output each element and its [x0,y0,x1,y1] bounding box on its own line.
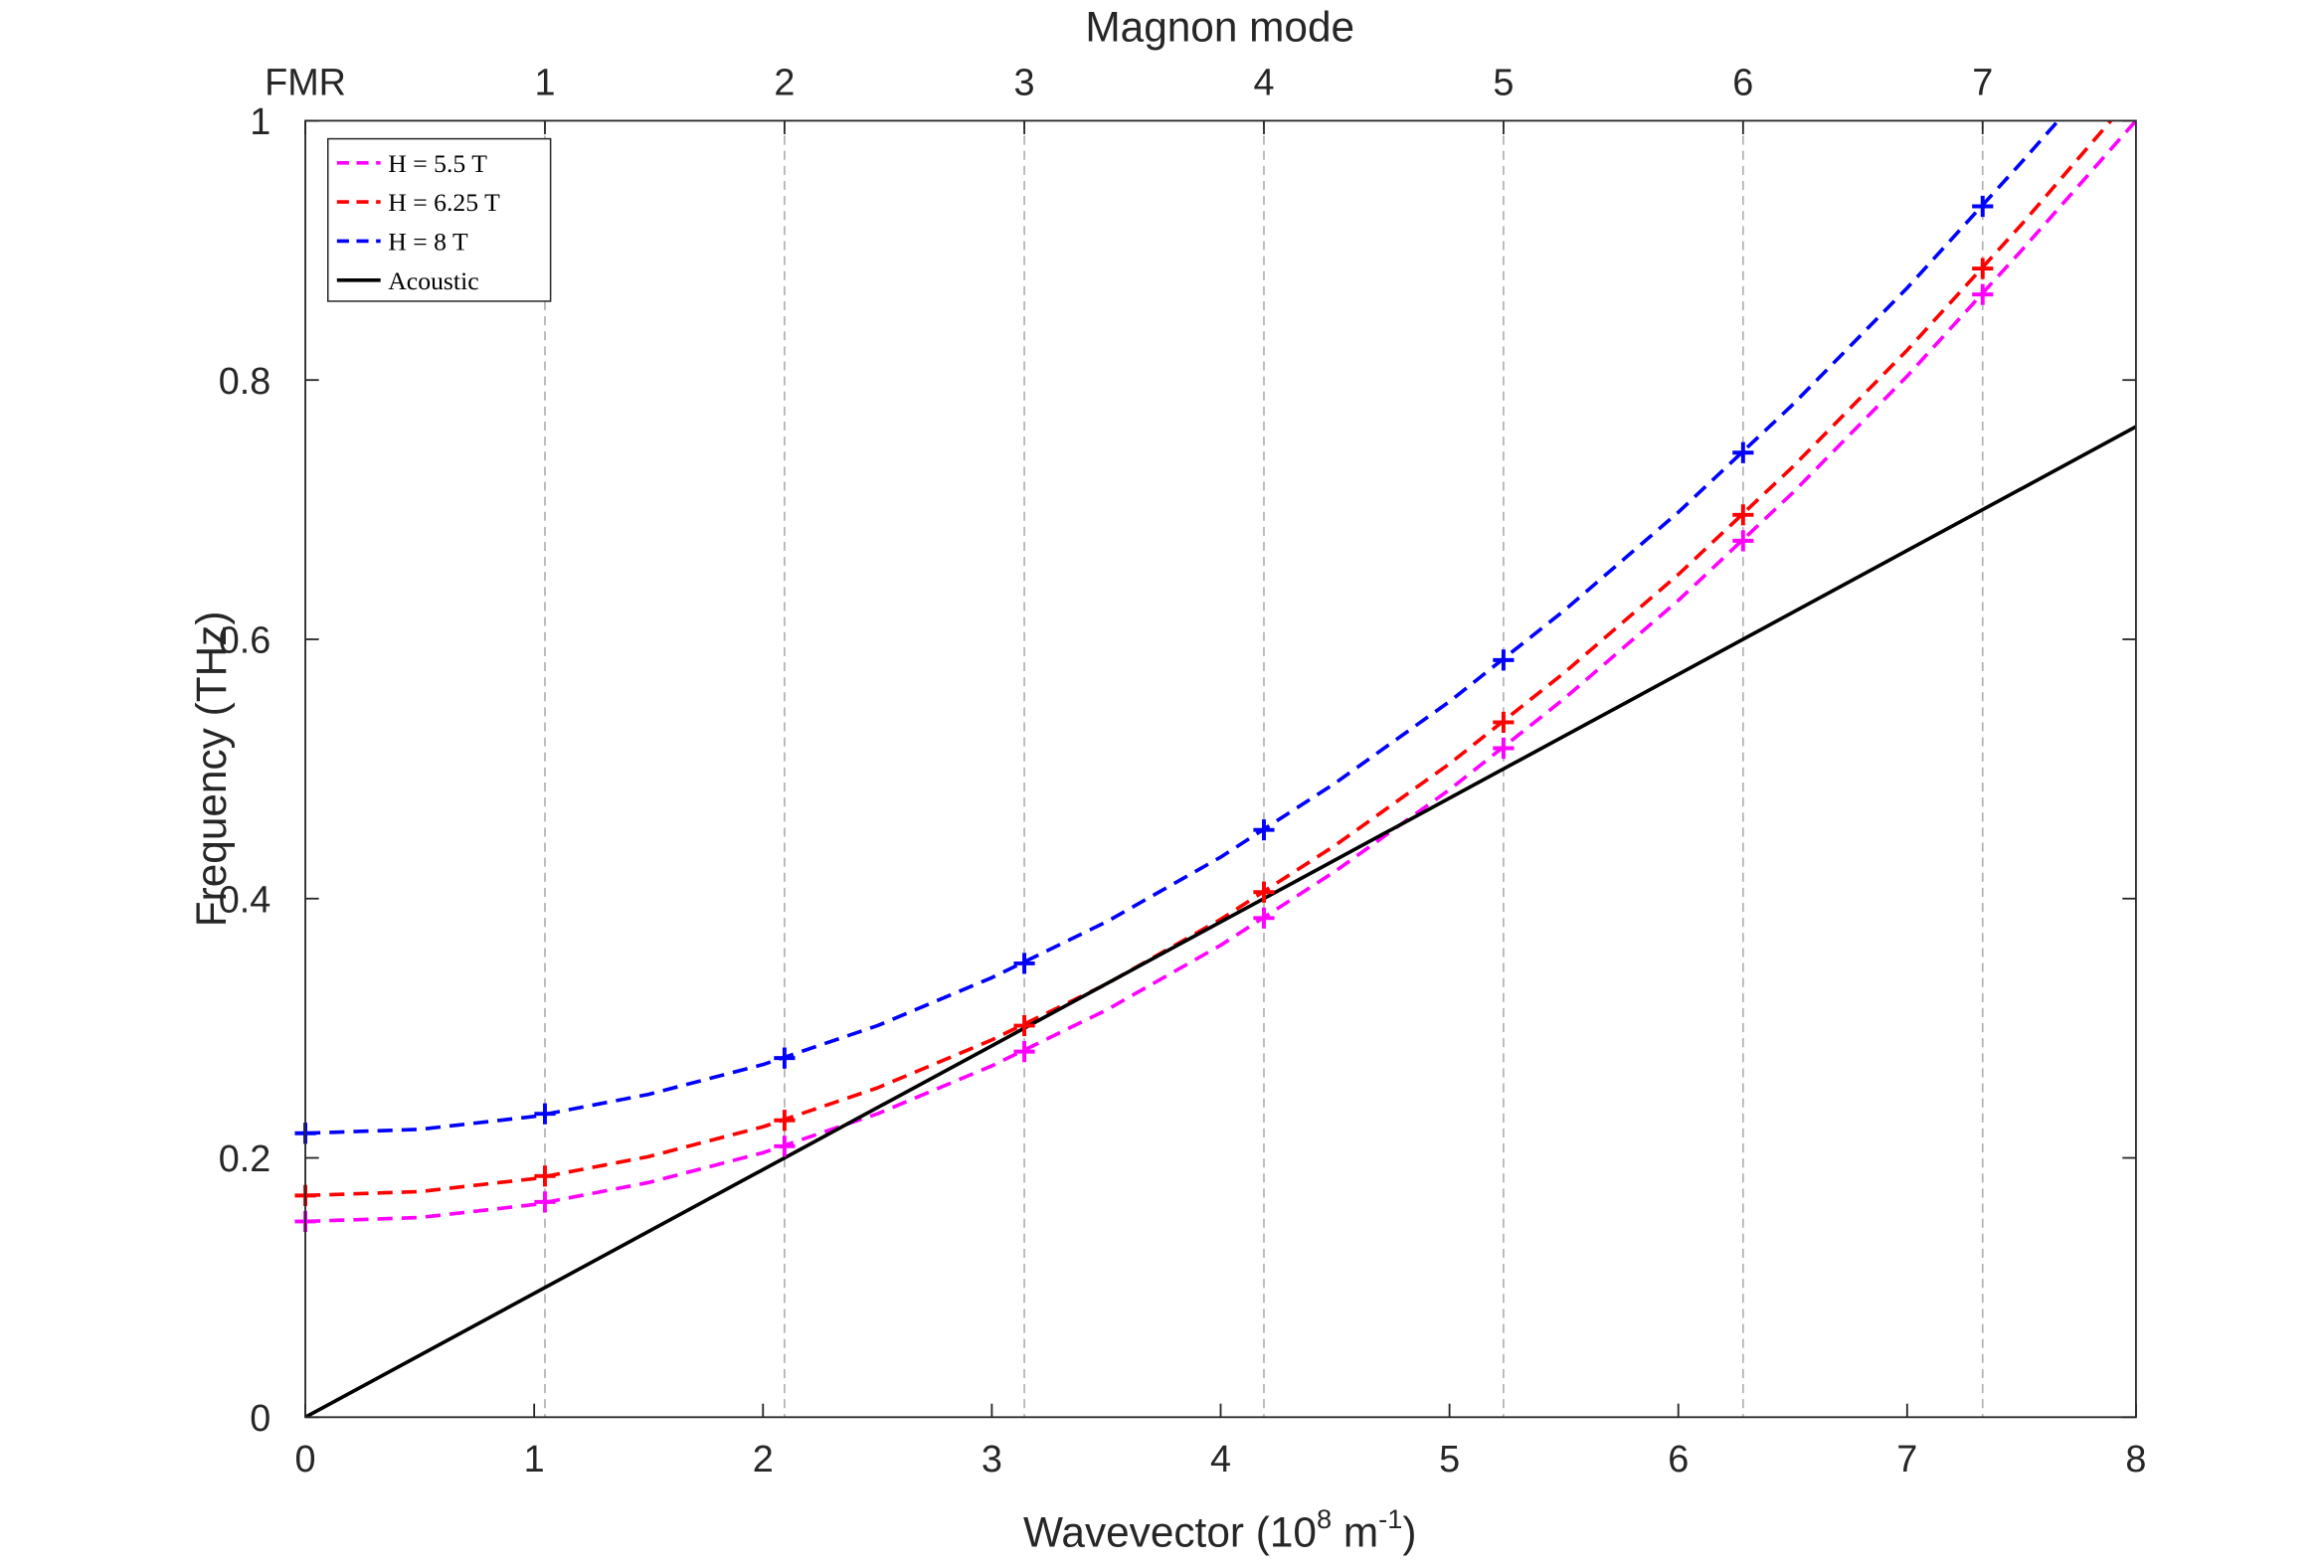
data-point-marker [1253,819,1275,841]
x-axis-label-unit-exponent: -1 [1378,1503,1402,1534]
mode-tick-label: 4 [1253,63,1274,104]
data-point-marker [1732,441,1754,463]
series-layer [305,120,2136,1418]
x-tick-label: 8 [2125,1439,2146,1481]
top-axis-label: Magnon mode [1085,3,1354,50]
x-tick-label: 5 [1439,1439,1460,1481]
mode-tick-label: 1 [534,63,555,104]
data-point-marker [1253,881,1275,903]
x-axis-label-unit: m [1332,1508,1378,1555]
x-tick-label: 3 [982,1439,1002,1481]
mode-tick-label: 6 [1732,63,1753,104]
series-line-h-6-25-t [305,120,2112,1198]
data-point-marker [1253,907,1275,929]
data-point-marker [1013,1014,1035,1037]
data-point-marker [534,1191,556,1213]
x-tick-label: 1 [524,1439,545,1481]
mode-tick-label: 3 [1014,63,1035,104]
legend-label: H = 6.25 T [388,188,500,217]
data-point-marker [1972,283,1994,305]
y-axis-label: Frequency (THz) [188,611,235,928]
legend-entry: H = 5.5 T [336,149,487,178]
y-tick-label: 0 [250,1398,270,1440]
data-point-marker [534,1103,556,1125]
y-tick-label: 0.8 [219,361,271,403]
legend: H = 5.5 T H = 6.25 T H = 8 T Acoustic [326,137,552,302]
x-tick-label: 0 [295,1439,316,1481]
data-point-marker [774,1110,796,1132]
data-point-marker [1493,737,1515,760]
mode-tick-label: 7 [1972,63,1993,104]
data-point-marker [1013,1041,1035,1063]
series-line-acoustic [305,425,2136,1418]
legend-box [326,137,552,302]
data-point-marker [1013,953,1035,974]
mode-tick-label: 2 [774,63,795,104]
legend-entry: H = 6.25 T [336,188,500,217]
x-axis-label-suffix: ) [1402,1508,1416,1555]
data-point-marker [1972,258,1994,279]
y-tick-label: 1 [250,101,270,143]
y-tick-label: 0.2 [219,1138,271,1180]
x-tick-label: 6 [1668,1439,1689,1481]
legend-entry: H = 8 T [336,228,468,257]
x-tick-label: 2 [753,1439,774,1481]
data-point-marker [1972,195,1994,218]
mode-tick-label: FMR [265,63,346,104]
legend-entry: Acoustic [336,266,479,295]
data-point-marker [1732,504,1754,526]
legend-label: H = 5.5 T [388,149,487,178]
legend-label: H = 8 T [388,228,468,257]
data-point-marker [1493,649,1515,671]
series-line-h-8-t [305,120,2060,1135]
data-point-marker [534,1165,556,1187]
data-point-marker [774,1047,796,1069]
x-tick-label: 4 [1210,1439,1231,1481]
data-point-marker [774,1135,796,1157]
x-tick-label: 7 [1896,1439,1917,1481]
legend-label: Acoustic [388,266,478,295]
plot-background [305,120,2136,1418]
data-point-marker [1493,711,1515,734]
x-axis-label-exponent: 8 [1317,1503,1332,1534]
axes [304,119,2137,1419]
y-tick-label: 0.6 [219,620,271,662]
x-axis-label-prefix: Wavevector (10 [1023,1508,1317,1555]
y-tick-label: 0.4 [219,879,271,921]
series-line-h-5-5-t [305,120,2136,1224]
mode-tick-label: 5 [1493,63,1514,104]
data-point-marker [1732,530,1754,552]
x-axis-label: Wavevector (108 m-1) [1023,1503,1416,1555]
